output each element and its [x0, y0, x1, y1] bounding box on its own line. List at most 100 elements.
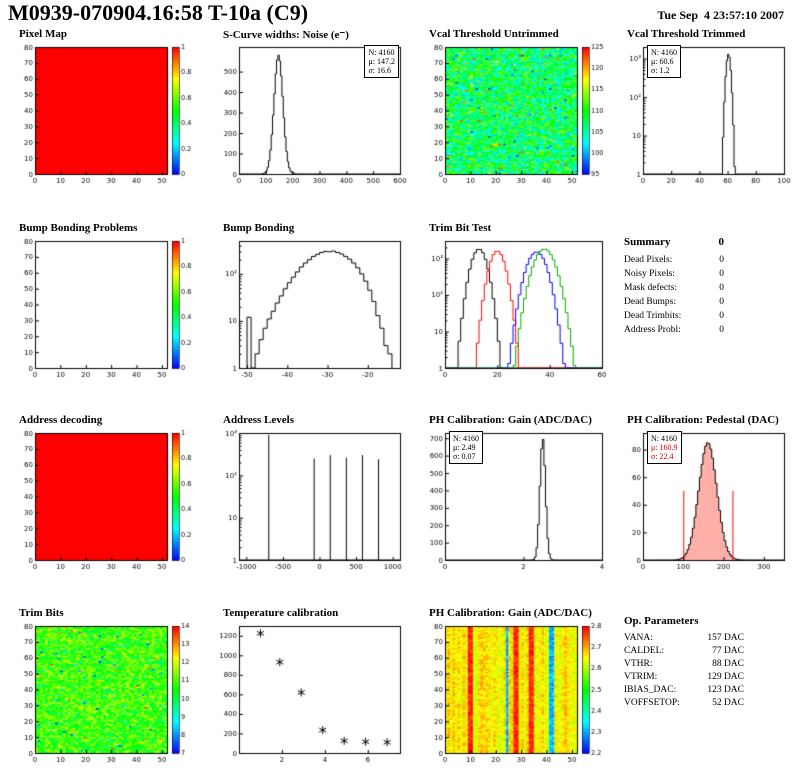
op-value: 157 DAC: [707, 633, 744, 643]
stats-box: N: 4160 μ: 160.9 σ: 22.4: [647, 431, 682, 464]
ph-pedestal-canvas: [616, 427, 792, 575]
plot-title: PH Calibration: Gain (ADC/DAC): [429, 607, 592, 619]
stat-sigma: σ: 0.07: [453, 452, 476, 461]
ph-gain-map-canvas: [418, 620, 610, 768]
plot-trim-bits-map: Trim Bits: [8, 607, 200, 768]
summary-label: Address Probl:: [624, 325, 681, 335]
summary-value: 0: [719, 325, 724, 335]
summary-value: 0: [719, 255, 724, 265]
op-label: VOFFSETOP:: [624, 698, 680, 708]
bump-problems-canvas: [8, 235, 200, 383]
plot-trim-bit-test: Trim Bit Test: [418, 222, 610, 390]
plot-title: Pixel Map: [19, 28, 67, 40]
summary-heading: Summary: [624, 236, 671, 248]
plot-vcal-trimmed: Vcal Threshold Trimmed N: 4160 μ: 60.6 σ…: [616, 28, 792, 196]
op-heading: Op. Parameters: [624, 615, 699, 627]
plot-title: S-Curve widths: Noise (e⁻): [223, 29, 349, 41]
address-levels-canvas: [212, 427, 408, 575]
plot-bump-bonding-problems: Bump Bonding Problems: [8, 222, 200, 390]
op-row: CALDEL: 77 DAC: [624, 645, 744, 658]
op-label: IBIAS_DAC:: [624, 685, 677, 695]
plot-ph-pedestal: PH Calibration: Pedestal (DAC) N: 4160 μ…: [616, 414, 792, 582]
summary-row: Noisy Pixels: 0: [624, 267, 724, 281]
temperature-canvas: [212, 620, 408, 768]
summary-label: Mask defects:: [624, 283, 678, 293]
summary-value: 0: [719, 283, 724, 293]
summary-value: 0: [719, 269, 724, 279]
stat-sigma: σ: 22.4: [651, 452, 674, 461]
op-row: VANA: 157 DAC: [624, 632, 744, 645]
stat-sigma: σ: 1.2: [651, 66, 670, 75]
stats-box: N: 4160 μ: 2.49 σ: 0.07: [449, 431, 483, 464]
plot-temperature-calibration: Temperature calibration: [212, 607, 408, 768]
plot-title: Address Levels: [223, 414, 294, 426]
stat-mu: μ: 160.9: [651, 443, 678, 452]
plot-address-decoding: Address decoding: [8, 414, 200, 582]
op-label: CALDEL:: [624, 646, 665, 656]
summary-label: Dead Trimbits:: [624, 311, 682, 321]
vcal-trimmed-canvas: [616, 41, 792, 189]
summary-grade: 0: [718, 236, 725, 248]
op-value: 123 DAC: [707, 685, 744, 695]
trim-bits-map-canvas: [8, 620, 200, 768]
plot-address-levels: Address Levels: [212, 414, 408, 582]
stats-box: N: 4160 μ: 147.2 σ: 16.6: [364, 45, 399, 78]
timestamp: Tue Sep 4 23:57:10 2007: [657, 8, 784, 22]
op-row: VTHR: 88 DAC: [624, 658, 744, 671]
plot-title: Trim Bit Test: [429, 222, 492, 234]
stat-mu: μ: 60.6: [651, 57, 674, 66]
stats-box: N: 4160 μ: 60.6 σ: 1.2: [647, 45, 681, 78]
ph-gain-hist-canvas: [418, 427, 610, 575]
stat-mu: μ: 147.2: [368, 57, 395, 66]
op-value: 88 DAC: [712, 659, 744, 669]
stat-n: N: 4160: [368, 48, 395, 57]
summary-row: Dead Bumps: 0: [624, 295, 724, 309]
stat-mu: μ: 2.49: [453, 443, 476, 452]
plot-title: Bump Bonding Problems: [19, 222, 138, 234]
stat-n: N: 4160: [651, 48, 677, 57]
plot-title: Address decoding: [19, 414, 103, 426]
op-row: IBIAS_DAC: 123 DAC: [624, 684, 744, 697]
bump-bonding-canvas: [212, 235, 408, 383]
op-label: VTHR:: [624, 659, 653, 669]
pixel-map-canvas: [8, 41, 200, 189]
op-row: VTRIM: 129 DAC: [624, 671, 744, 684]
summary-label: Noisy Pixels:: [624, 269, 675, 279]
plot-title: Bump Bonding: [223, 222, 295, 234]
plot-title: Trim Bits: [19, 607, 64, 619]
summary-value: 0: [719, 311, 724, 321]
plot-vcal-untrimmed: Vcal Threshold Untrimmed: [418, 28, 610, 196]
op-parameters-panel: Op. Parameters VANA: 157 DAC CALDEL: 77 DA…: [624, 615, 744, 710]
stat-n: N: 4160: [453, 434, 479, 443]
plot-title: PH Calibration: Gain (ADC/DAC): [429, 414, 592, 426]
plot-ph-gain-map: PH Calibration: Gain (ADC/DAC): [418, 607, 610, 768]
plot-title: PH Calibration: Pedestal (DAC): [627, 414, 779, 426]
summary-panel: Summary 0 Dead Pixels: 0 Noisy Pixels: 0 M…: [624, 236, 724, 337]
summary-label: Dead Pixels:: [624, 255, 673, 265]
op-value: 129 DAC: [707, 672, 744, 682]
plot-ph-gain-hist: PH Calibration: Gain (ADC/DAC) N: 4160 μ…: [418, 414, 610, 582]
op-label: VTRIM:: [624, 672, 658, 682]
summary-label: Dead Bumps:: [624, 297, 676, 307]
stat-n: N: 4160: [651, 434, 677, 443]
vcal-untrimmed-canvas: [418, 41, 610, 189]
plot-title: Vcal Threshold Trimmed: [627, 28, 746, 40]
op-value: 77 DAC: [712, 646, 744, 656]
summary-row: Dead Trimbits: 0: [624, 309, 724, 323]
plot-pixel-map: Pixel Map: [8, 28, 200, 196]
trim-bit-test-canvas: [418, 235, 610, 383]
summary-row: Mask defects: 0: [624, 281, 724, 295]
address-decoding-canvas: [8, 427, 200, 575]
op-row: VOFFSETOP: 52 DAC: [624, 697, 744, 710]
plot-bump-bonding: Bump Bonding: [212, 222, 408, 390]
plot-title: Temperature calibration: [223, 607, 339, 619]
summary-row: Dead Pixels: 0: [624, 253, 724, 267]
op-value: 52 DAC: [712, 698, 744, 708]
op-label: VANA:: [624, 633, 653, 643]
plot-scurve-noise: S-Curve widths: Noise (e⁻) N: 4160 μ: 14…: [212, 28, 408, 196]
summary-row: Address Probl: 0: [624, 323, 724, 337]
stat-sigma: σ: 16.6: [368, 66, 392, 75]
summary-value: 0: [719, 297, 724, 307]
page-title: M0939-070904.16:58 T-10a (C9): [8, 0, 309, 25]
